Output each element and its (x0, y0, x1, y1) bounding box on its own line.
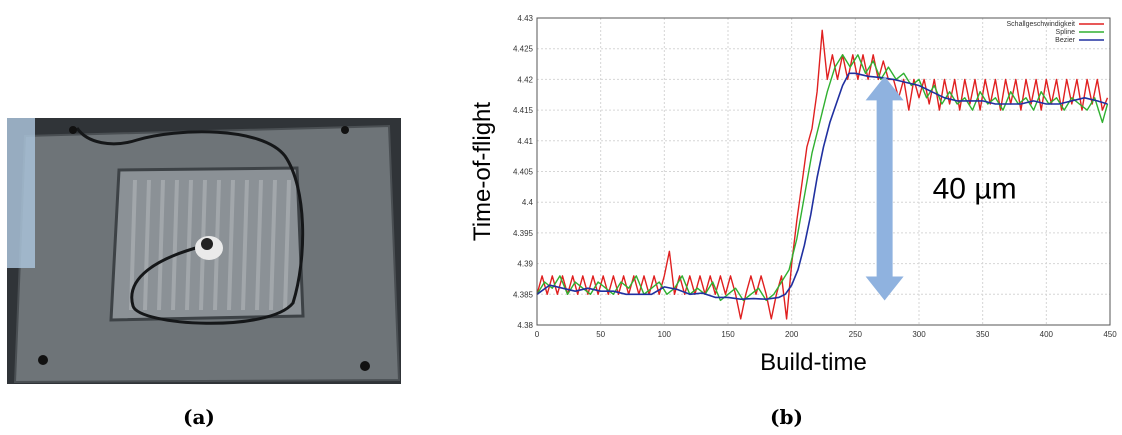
caption-a: (a) (183, 405, 215, 429)
y-tick-label: 4.425 (513, 45, 534, 54)
y-tick-label: 4.4 (522, 198, 534, 207)
legend-label: Bezier (1055, 37, 1076, 44)
x-tick-label: 300 (912, 330, 926, 339)
y-tick-label: 4.41 (517, 137, 533, 146)
y-tick-label: 4.38 (517, 321, 533, 330)
legend-label: Spline (1056, 29, 1076, 36)
y-tick-label: 4.42 (517, 75, 533, 84)
sensor-photo (7, 118, 401, 384)
x-tick-label: 350 (976, 330, 990, 339)
x-tick-label: 400 (1040, 330, 1054, 339)
y-tick-label: 4.39 (517, 260, 533, 269)
caption-b: (b) (770, 405, 803, 429)
y-tick-label: 4.385 (513, 290, 534, 299)
y-tick-label: 4.405 (513, 168, 534, 177)
y-tick-label: 4.415 (513, 106, 534, 115)
y-axis-label: Time-of-flight (469, 102, 496, 241)
x-tick-label: 250 (849, 330, 863, 339)
series-line-spline (536, 54, 1109, 302)
series-line-bezier (536, 72, 1108, 301)
legend-label: Schallgeschwindigkeit (1007, 21, 1076, 28)
x-tick-label: 200 (785, 330, 799, 339)
x-tick-label: 100 (658, 330, 672, 339)
range-double-arrow (865, 76, 904, 301)
x-tick-label: 450 (1103, 330, 1117, 339)
x-tick-label: 50 (596, 330, 605, 339)
x-tick-label: 150 (721, 330, 735, 339)
plot-frame (536, 17, 1111, 326)
y-tick-label: 4.43 (517, 14, 533, 23)
annotation-label: 40 µm (933, 172, 1017, 205)
time-of-flight-chart: 0 50 100 150 200 250 300 350 400 450 4.38 4.385 4.39… (469, 14, 1117, 376)
x-tick-label: 0 (535, 330, 540, 339)
x-axis-label: Build-time (760, 349, 867, 376)
y-tick-label: 4.395 (513, 229, 534, 238)
